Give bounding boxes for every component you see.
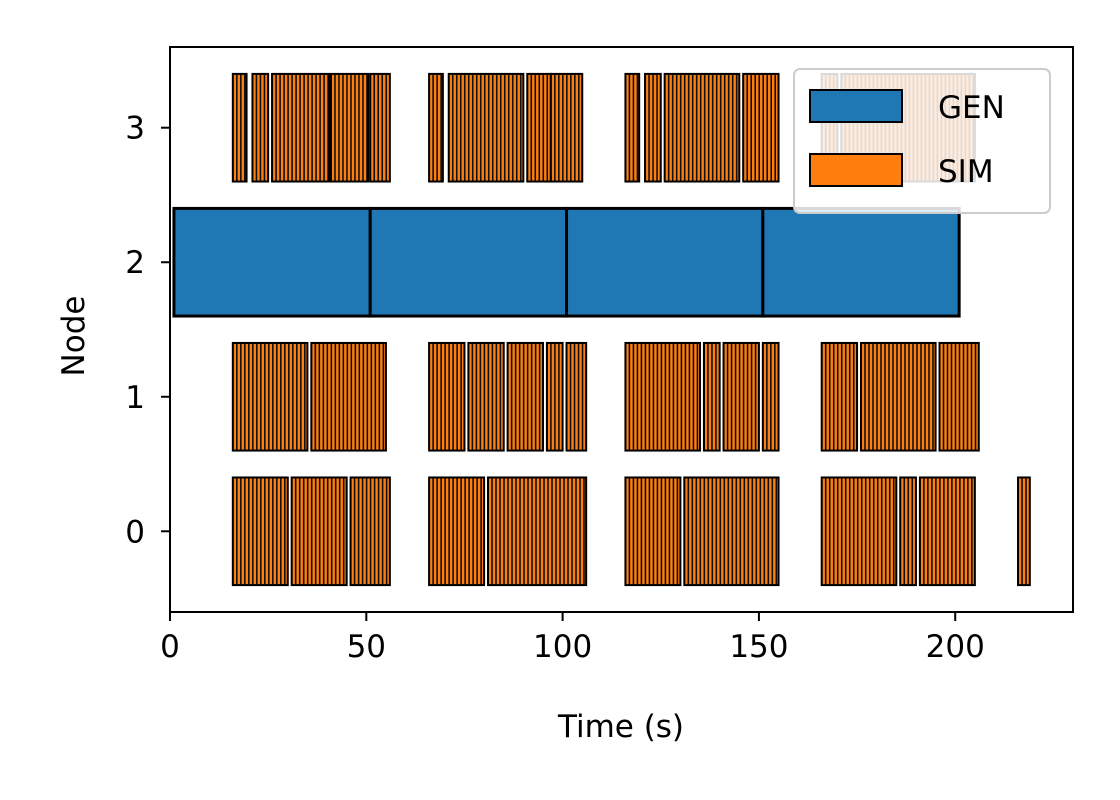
gen-bar-2 (565, 206, 765, 318)
gen-bar-1 (368, 206, 569, 318)
sim-bar-1 (251, 72, 270, 183)
sim-bar-18 (467, 341, 505, 452)
legend-swatch-sim (809, 153, 903, 187)
sim-bar-5 (428, 72, 444, 183)
legend-label-gen: GEN (938, 90, 1005, 126)
sim-bar-17 (428, 341, 466, 452)
sim-bar-9 (624, 72, 641, 183)
x-tick-label: 50 (347, 629, 386, 665)
sim-bar-23 (702, 341, 721, 452)
sim-bar-20 (545, 341, 564, 452)
sim-bar-27 (859, 341, 937, 452)
sim-bar-7 (526, 72, 552, 183)
sim-bar-26 (820, 341, 859, 452)
legend-label-sim: SIM (938, 154, 994, 190)
sim-bar-12 (742, 72, 780, 183)
sim-bar-29 (231, 476, 289, 587)
sim-bar-19 (506, 341, 544, 452)
y-tick-label: 1 (125, 380, 145, 416)
sim-bar-24 (722, 341, 760, 452)
sim-bar-34 (624, 476, 682, 587)
y-axis: 0 1 2 3 (125, 111, 170, 550)
sim-bar-2 (271, 72, 331, 183)
gen-bar-3 (761, 206, 961, 318)
sim-bar-25 (761, 341, 780, 452)
sim-bar-36 (820, 476, 898, 587)
sim-bar-11 (663, 72, 741, 183)
x-tick-label: 100 (533, 629, 592, 665)
x-tick-label: 150 (729, 629, 788, 665)
sim-bar-30 (290, 476, 348, 587)
legend: GEN SIM (793, 68, 1051, 214)
legend-swatch-gen (809, 89, 903, 123)
sim-bar-38 (918, 476, 976, 587)
sim-bar-15 (231, 341, 309, 452)
x-axis: 0 50 100 150 200 (160, 612, 985, 665)
y-tick-label: 3 (125, 111, 145, 147)
plot-frame (169, 46, 1074, 613)
sim-bar-33 (487, 476, 588, 587)
x-tick-label: 0 (160, 629, 180, 665)
sim-bar-32 (428, 476, 486, 587)
sim-bar-0 (231, 72, 248, 183)
sim-bar-31 (349, 476, 391, 587)
sim-bar-3 (329, 72, 370, 183)
x-tick-label: 200 (926, 629, 985, 665)
sim-bar-39 (1017, 476, 1031, 587)
sim-bar-35 (683, 476, 780, 587)
x-axis-label: Time (s) (557, 709, 684, 745)
sim-bar-10 (644, 72, 662, 183)
y-tick-label: 0 (125, 514, 145, 550)
gen-bar-0 (172, 206, 372, 318)
sim-bar-22 (624, 341, 702, 452)
y-tick-label: 2 (125, 245, 145, 281)
sim-bar-28 (938, 341, 980, 452)
sim-bar-37 (899, 476, 917, 587)
sim-bar-4 (369, 72, 391, 183)
sim-bar-8 (549, 72, 584, 183)
sim-bar-21 (565, 341, 588, 452)
sim-bar-16 (310, 341, 387, 452)
sim-bar-6 (447, 72, 525, 183)
y-axis-label: Node (56, 296, 92, 377)
